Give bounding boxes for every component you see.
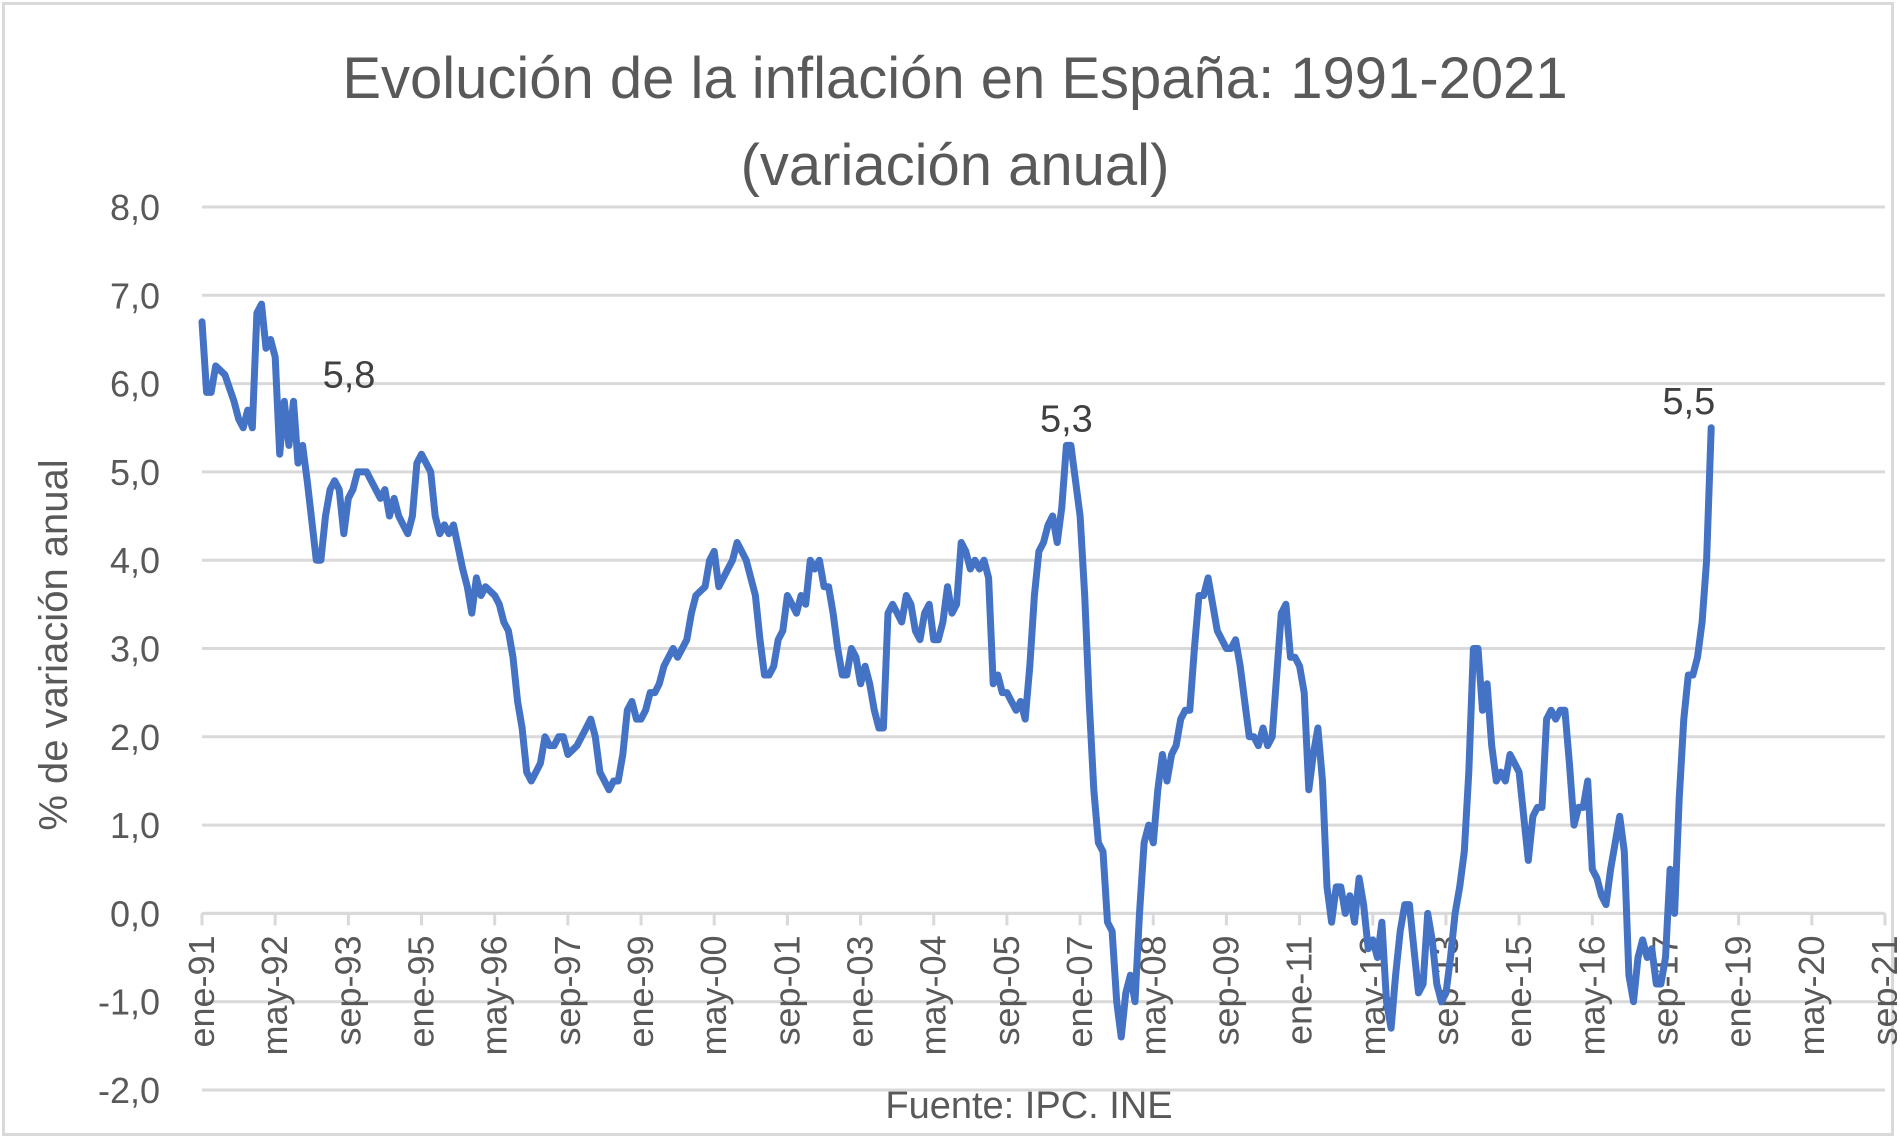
x-tick-label: sep-05 bbox=[986, 935, 1027, 1045]
x-tick-label: ene-07 bbox=[1059, 935, 1100, 1047]
y-tick-label: 2,0 bbox=[110, 717, 160, 758]
y-tick-label: 8,0 bbox=[110, 187, 160, 228]
y-tick-label: 3,0 bbox=[110, 629, 160, 670]
data-labels: 5,8 5,3 5,5 bbox=[323, 354, 1716, 440]
x-tick-label: sep-01 bbox=[766, 935, 807, 1045]
y-tick-label: 1,0 bbox=[110, 805, 160, 846]
x-axis-tick-labels: ene-91 may-92 sep-93 ene-95 may-96 sep-97 ene-… bbox=[181, 935, 1897, 1055]
x-tick-label: ene-15 bbox=[1498, 935, 1539, 1047]
x-tick-label: ene-91 bbox=[181, 935, 222, 1047]
x-tick-label: may-96 bbox=[474, 935, 515, 1055]
x-tick-label: sep-93 bbox=[327, 935, 368, 1045]
x-tick-label: sep-97 bbox=[547, 935, 588, 1045]
data-label: 5,8 bbox=[323, 354, 376, 396]
x-tick-label: may-04 bbox=[913, 935, 954, 1055]
source-note: Fuente: IPC. INE bbox=[885, 1085, 1172, 1127]
x-tick-label: ene-19 bbox=[1718, 935, 1759, 1047]
series-line-ipc bbox=[198, 300, 1715, 1041]
y-tick-label: -1,0 bbox=[98, 982, 160, 1023]
x-tick-label: ene-95 bbox=[401, 935, 442, 1047]
x-tick-label: may-00 bbox=[693, 935, 734, 1055]
chart-title-line1: Evolución de la inflación en España: 199… bbox=[342, 46, 1567, 111]
gridlines bbox=[202, 205, 1885, 1092]
y-tick-label: 6,0 bbox=[110, 364, 160, 405]
series-layer bbox=[198, 300, 1715, 1041]
y-tick-label: -2,0 bbox=[98, 1070, 160, 1111]
x-axis bbox=[200, 911, 1887, 926]
x-tick-label: ene-11 bbox=[1279, 935, 1320, 1044]
y-tick-label: 0,0 bbox=[110, 893, 160, 934]
x-tick-label: may-20 bbox=[1791, 935, 1832, 1055]
data-label: 5,3 bbox=[1040, 398, 1093, 440]
y-axis-label: % de variación anual bbox=[32, 459, 76, 830]
chart-title-line2: (variación anual) bbox=[741, 133, 1170, 198]
y-tick-label: 7,0 bbox=[110, 275, 160, 316]
x-tick-label: ene-99 bbox=[620, 935, 661, 1047]
x-tick-label: sep-09 bbox=[1205, 935, 1246, 1045]
x-tick-label: sep-21 bbox=[1864, 935, 1897, 1045]
y-axis-tick-labels: 8,0 7,0 6,0 5,0 4,0 3,0 2,0 1,0 0,0 -1,0 -2,0 bbox=[98, 187, 160, 1111]
y-tick-label: 4,0 bbox=[110, 540, 160, 581]
x-tick-label: may-16 bbox=[1571, 935, 1612, 1055]
data-label: 5,5 bbox=[1662, 381, 1715, 423]
x-tick-label: ene-03 bbox=[840, 935, 881, 1047]
x-tick-label: may-92 bbox=[254, 935, 295, 1055]
y-tick-label: 5,0 bbox=[110, 452, 160, 493]
chart-svg: Evolución de la inflación en España: 199… bbox=[32, 46, 1897, 1127]
